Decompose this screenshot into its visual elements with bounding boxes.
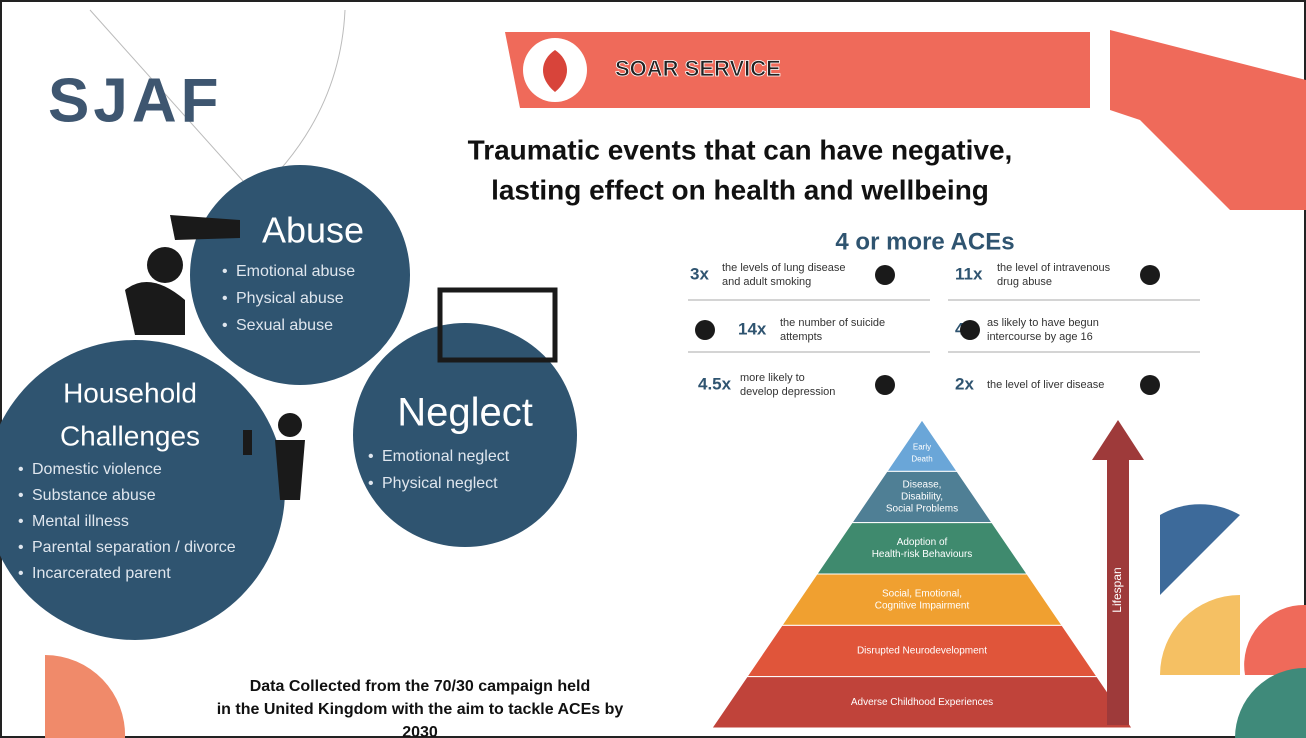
stat-icon: [695, 320, 715, 340]
pyramid-label: Adverse Childhood Experiences: [851, 697, 993, 708]
bullet: •: [222, 317, 228, 334]
pyramid-label: Disability,: [901, 492, 943, 503]
stat-text: the levels of lung disease: [722, 262, 846, 274]
stat-text: drug abuse: [997, 276, 1052, 288]
pyramid-label: Health-risk Behaviours: [872, 549, 973, 560]
stat-text: attempts: [780, 331, 823, 343]
pyramid-label: Early: [913, 442, 931, 451]
stat-icon: [1140, 265, 1160, 285]
list-item: Emotional abuse: [236, 263, 355, 280]
pyramid-label: Social, Emotional,: [882, 588, 962, 599]
list-item: Sexual abuse: [236, 317, 333, 334]
bullet: •: [368, 448, 374, 465]
list-item: Parental separation / divorce: [32, 539, 236, 556]
footer-text: in the United Kingdom with the aim to ta…: [217, 701, 624, 718]
logo: SJAF: [48, 66, 222, 135]
stat-text: as likely to have begun: [987, 317, 1099, 329]
stat-text: more likely to: [740, 372, 805, 384]
circle-title: Abuse: [262, 210, 364, 251]
bullet: •: [222, 290, 228, 307]
page: SJAF SOAR SERVICE 4 or more ACEs Early De…: [0, 0, 1306, 738]
pyramid-label: Social Problems: [886, 504, 958, 515]
icon: [243, 430, 252, 455]
list-item: Substance abuse: [32, 487, 156, 504]
banner-title: SOAR SERVICE: [615, 56, 781, 81]
stat-text: and adult smoking: [722, 276, 811, 288]
list-item: Physical abuse: [236, 290, 344, 307]
list-item: Mental illness: [32, 513, 129, 530]
slide: SJAF SOAR SERVICE 4 or more ACEs Early De…: [0, 0, 1306, 738]
stat-text: the number of suicide: [780, 317, 885, 329]
title: lasting effect on health and wellbeing: [491, 174, 989, 205]
list-item: Domestic violence: [32, 461, 162, 478]
icon: [278, 413, 302, 437]
stat-value: 2x: [955, 374, 974, 393]
aces-heading: 4 or more ACEs: [835, 228, 1014, 255]
bullet: •: [18, 461, 24, 478]
list-item: Physical neglect: [382, 475, 498, 492]
stat-icon: [875, 375, 895, 395]
icon: [147, 247, 183, 283]
stat-text: the level of intravenous: [997, 262, 1111, 274]
circle: [353, 323, 577, 547]
stat-value: 3x: [690, 264, 709, 283]
circle-title: Household: [63, 377, 197, 408]
footer-text: Data Collected from the 70/30 campaign h…: [250, 678, 591, 695]
stat-text: intercourse by age 16: [987, 331, 1093, 343]
list-item: Emotional neglect: [382, 448, 510, 465]
circle-title: Challenges: [60, 420, 200, 451]
stat-icon: [960, 320, 980, 340]
title: Traumatic events that can have negative,: [468, 134, 1013, 165]
bullet: •: [18, 565, 24, 582]
footer-text: 2030: [402, 724, 438, 738]
stat-text: the level of liver disease: [987, 379, 1104, 391]
arrow-label: Lifespan: [1110, 567, 1124, 612]
bullet: •: [18, 487, 24, 504]
bullet: •: [18, 513, 24, 530]
pyramid-label: Death: [911, 454, 932, 463]
pyramid-label: Adoption of: [897, 537, 948, 548]
stat-text: develop depression: [740, 386, 835, 398]
bullet: •: [18, 539, 24, 556]
stat-icon: [1140, 375, 1160, 395]
banner: [505, 32, 1090, 108]
stat-value: 14x: [738, 319, 767, 338]
stat-icon: [875, 265, 895, 285]
stat-value: 4.5x: [698, 374, 732, 393]
circle-title: Neglect: [397, 391, 533, 435]
pyramid-label: Disease,: [903, 480, 942, 491]
bullet: •: [222, 263, 228, 280]
pyramid-label: Disrupted Neurodevelopment: [857, 646, 987, 657]
list-item: Incarcerated parent: [32, 565, 171, 582]
bullet: •: [368, 475, 374, 492]
icon: [275, 440, 305, 500]
stat-value: 11x: [955, 264, 983, 283]
pyramid-label: Cognitive Impairment: [875, 600, 970, 611]
